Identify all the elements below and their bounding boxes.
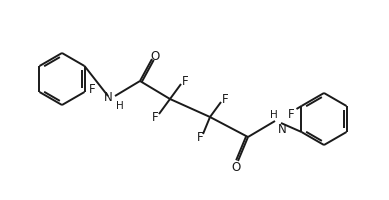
- Text: H: H: [270, 109, 278, 119]
- Text: N: N: [104, 91, 113, 104]
- Text: N: N: [278, 122, 287, 135]
- Text: F: F: [182, 75, 188, 88]
- Text: H: H: [116, 100, 124, 110]
- Text: F: F: [89, 83, 96, 96]
- Text: F: F: [152, 111, 158, 124]
- Text: F: F: [288, 108, 295, 121]
- Text: O: O: [231, 161, 241, 174]
- Text: O: O: [151, 50, 159, 63]
- Text: F: F: [222, 93, 228, 106]
- Text: F: F: [197, 131, 203, 144]
